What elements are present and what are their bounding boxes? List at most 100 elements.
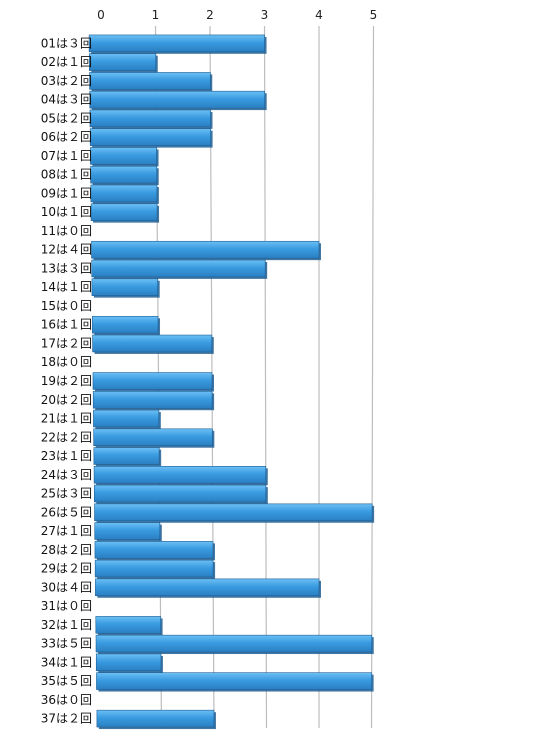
bar-face — [91, 259, 266, 278]
category-label: 13は３回 — [41, 261, 92, 275]
category-label: 33は５回 — [41, 637, 92, 651]
bar-face — [89, 109, 211, 128]
category-label: 08は１回 — [41, 168, 92, 182]
category-label: 31は０回 — [41, 599, 92, 613]
bar-face — [90, 147, 157, 165]
category-label: 14は１回 — [41, 280, 92, 294]
bar-face — [95, 616, 161, 634]
x-tick-label: 4 — [315, 8, 323, 22]
bar-face — [95, 634, 373, 653]
x-tick-label: 1 — [152, 8, 160, 22]
bar-face — [93, 409, 160, 428]
bar — [90, 184, 159, 204]
x-tick-label: 2 — [206, 8, 214, 22]
bar — [94, 541, 215, 561]
bar-face — [89, 90, 265, 109]
bar — [94, 503, 375, 523]
category-label: 03は２回 — [41, 74, 92, 88]
bar — [90, 165, 159, 186]
bar-face — [93, 466, 267, 484]
bar-face — [90, 203, 158, 221]
gridline — [263, 25, 268, 729]
category-label: 34は１回 — [41, 655, 92, 669]
category-label: 01は３回 — [41, 36, 92, 50]
x-tick-label: 5 — [370, 8, 378, 22]
category-label: 09は１回 — [41, 186, 92, 200]
category-label: 35は５回 — [41, 674, 92, 688]
bar-face — [93, 428, 213, 447]
bar — [92, 391, 215, 411]
category-label: 12は４回 — [41, 243, 92, 257]
bar-face — [94, 503, 373, 522]
category-label: 30は４回 — [41, 580, 92, 594]
category-label: 25は３回 — [41, 487, 92, 501]
bar-face — [91, 240, 320, 259]
category-label: 17は２回 — [41, 336, 92, 350]
category-label: 10は１回 — [41, 205, 92, 219]
bar-face — [92, 334, 213, 353]
bar-face — [91, 278, 158, 296]
bar-face — [94, 522, 161, 540]
x-axis-ticks: 0 1 2 3 4 5 — [97, 8, 377, 22]
bar — [91, 240, 322, 261]
bar — [93, 428, 215, 448]
category-label: 26は５回 — [41, 505, 92, 519]
bar-face — [90, 165, 158, 184]
bar-face — [89, 128, 211, 146]
category-label: 04は３回 — [41, 93, 92, 107]
category-label: 18は０回 — [41, 355, 92, 369]
bar-face — [95, 653, 162, 672]
bar — [91, 259, 268, 279]
bar-face — [94, 559, 214, 578]
bar — [95, 653, 163, 673]
bar — [92, 334, 214, 354]
bar — [90, 147, 159, 167]
category-label: 22は２回 — [41, 430, 92, 444]
category-label: 29は２回 — [41, 562, 92, 576]
category-labels: 01は３回 02は１回 03は２回 04は３回 05は２回 06は２回 07は１回 08は１回… — [41, 36, 92, 725]
bar-face — [89, 72, 211, 90]
bar-face — [96, 672, 372, 690]
bar-face — [93, 484, 267, 503]
bar — [89, 128, 213, 148]
bar — [95, 578, 321, 598]
category-label: 36は０回 — [41, 693, 92, 707]
bar-face — [89, 53, 157, 71]
x-tick-label: 0 — [97, 8, 105, 22]
bar — [89, 90, 267, 111]
bar — [93, 409, 161, 429]
bar — [92, 372, 214, 392]
bar — [96, 709, 216, 730]
category-label: 27は１回 — [41, 524, 92, 538]
category-label: 23は１回 — [41, 449, 92, 463]
bar — [96, 672, 374, 692]
category-label: 28は２回 — [41, 543, 92, 557]
category-label: 21は１回 — [41, 412, 92, 426]
bar — [91, 278, 160, 298]
bar — [93, 447, 162, 467]
bar — [94, 522, 162, 542]
bar-face — [92, 315, 159, 334]
bar — [89, 109, 213, 129]
bar — [89, 72, 213, 92]
bar-face — [94, 541, 214, 559]
bar — [88, 34, 267, 54]
bar — [92, 315, 161, 336]
bar — [90, 203, 160, 223]
category-label: 06は２回 — [41, 130, 92, 144]
bar — [93, 484, 268, 504]
category-label: 07は１回 — [41, 149, 92, 163]
category-label: 37は２回 — [41, 712, 92, 726]
category-label: 16は１回 — [41, 318, 92, 332]
category-label: 32は１回 — [41, 618, 92, 632]
category-label: 05は２回 — [41, 111, 92, 125]
category-label: 02は１回 — [41, 55, 92, 69]
category-label: 15は０回 — [41, 299, 92, 313]
bar-face — [92, 372, 213, 390]
category-label: 11は０回 — [41, 224, 92, 238]
bar-face — [95, 578, 320, 597]
bar — [95, 634, 374, 655]
bar-face — [93, 447, 160, 465]
category-label: 24は３回 — [41, 468, 92, 482]
